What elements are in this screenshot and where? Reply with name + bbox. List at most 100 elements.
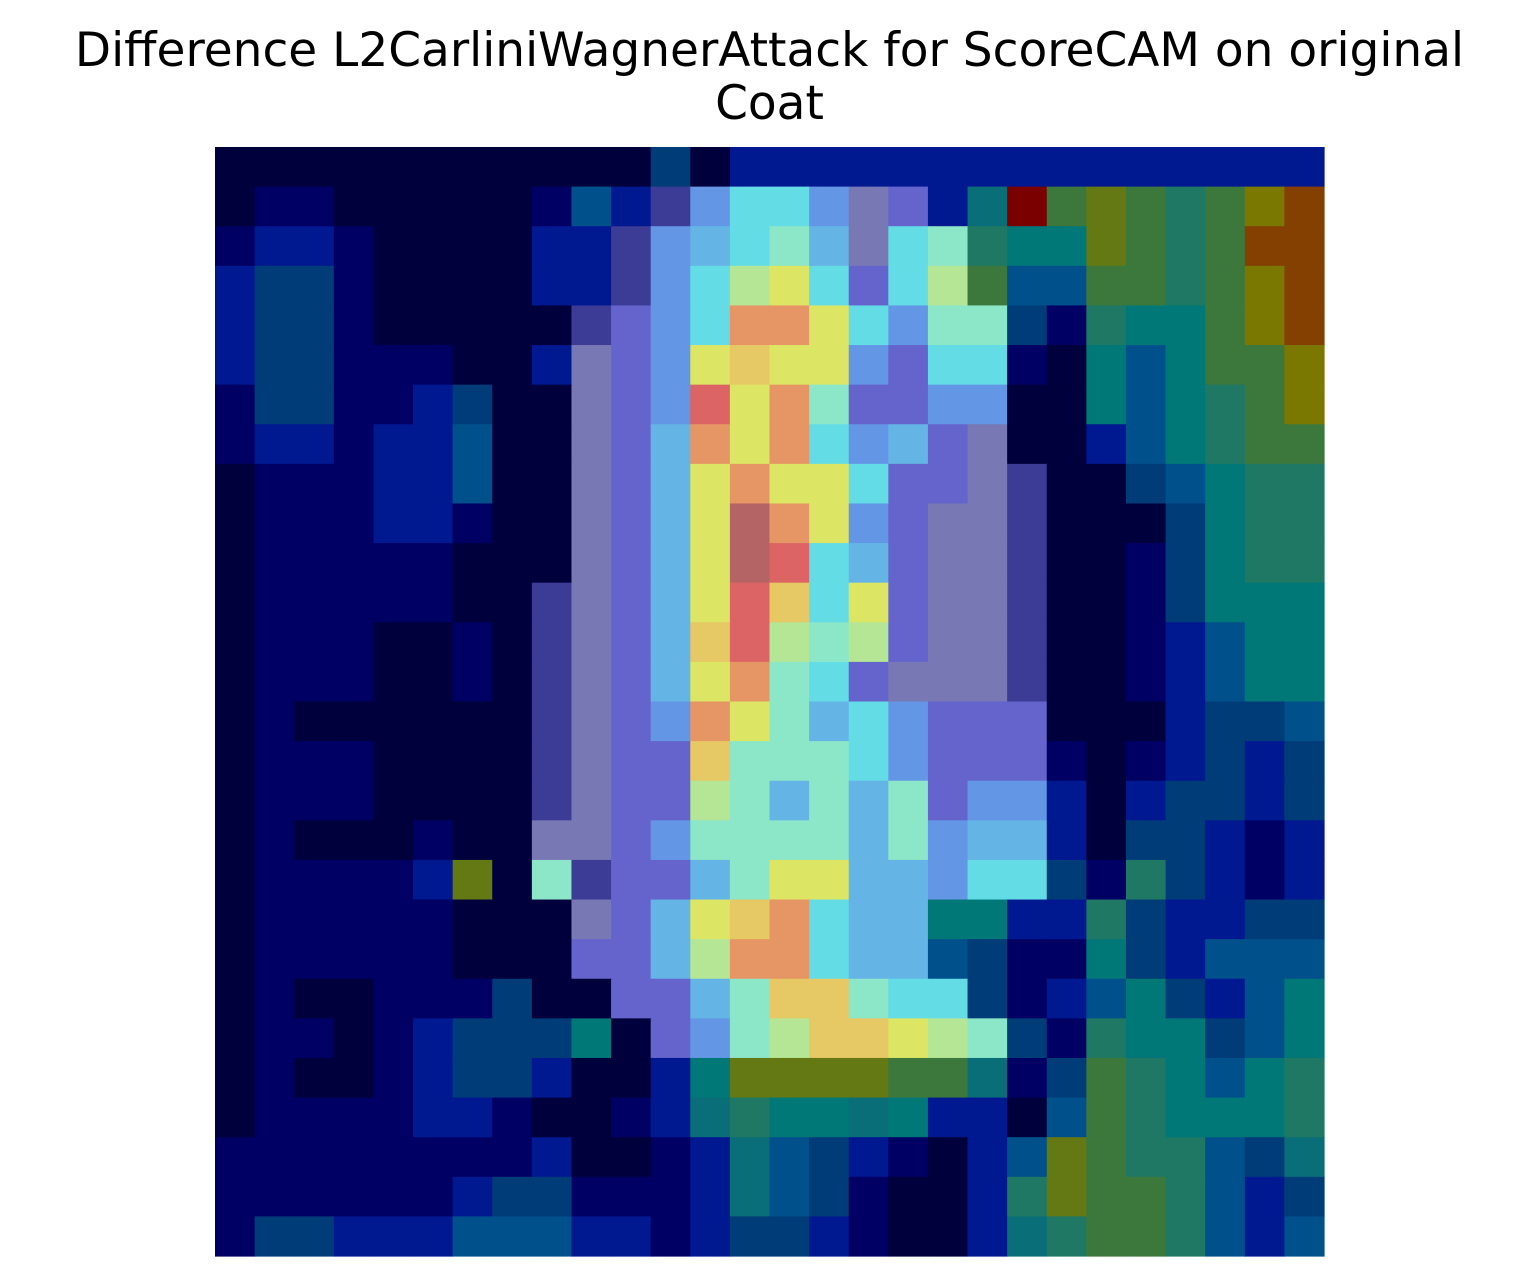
heatmap-cell	[254, 186, 295, 227]
heatmap-cell	[967, 345, 1008, 386]
heatmap-cell	[413, 939, 454, 980]
heatmap-cell	[1205, 1137, 1246, 1178]
heatmap-cell	[769, 622, 810, 663]
heatmap-cell	[571, 1018, 612, 1059]
heatmap-cell	[531, 503, 573, 544]
heatmap-cell	[1244, 345, 1285, 386]
heatmap-cell	[254, 1097, 295, 1138]
heatmap-cell	[1205, 1216, 1246, 1257]
heatmap-cell	[492, 186, 533, 227]
heatmap-cell	[1205, 424, 1246, 465]
heatmap-cell	[1284, 503, 1325, 544]
heatmap-cell	[452, 543, 493, 584]
heatmap-cell	[492, 1137, 533, 1178]
heatmap-cell	[650, 1097, 691, 1138]
heatmap-cell	[967, 1097, 1008, 1138]
heatmap-cell	[809, 463, 850, 505]
heatmap-cell	[1007, 384, 1048, 425]
heatmap-cell	[492, 820, 533, 861]
heatmap-cell	[809, 939, 850, 980]
heatmap-cell	[1284, 1097, 1325, 1138]
heatmap-cell	[769, 820, 810, 861]
heatmap-cell	[1086, 424, 1127, 465]
heatmap-cell	[729, 1176, 771, 1217]
heatmap-cell	[413, 820, 454, 861]
heatmap-cell	[690, 741, 731, 782]
heatmap-cell	[690, 186, 731, 227]
heatmap-cell	[1007, 543, 1048, 584]
heatmap-cell	[413, 463, 454, 505]
heatmap-cell	[848, 1018, 889, 1059]
heatmap-cell	[729, 305, 771, 346]
heatmap-cell	[571, 939, 612, 980]
heatmap-cell	[848, 345, 889, 386]
heatmap-cell	[452, 1057, 493, 1099]
heatmap-cell	[1125, 1018, 1167, 1059]
heatmap-cell	[611, 899, 652, 940]
heatmap-cell	[888, 622, 929, 663]
heatmap-cell	[452, 345, 493, 386]
heatmap-cell	[729, 1057, 771, 1099]
heatmap-cell	[967, 820, 1008, 861]
heatmap-cell	[215, 503, 256, 544]
heatmap-cell	[215, 543, 256, 584]
heatmap-cell	[1125, 186, 1167, 227]
heatmap-cell	[294, 780, 335, 821]
heatmap-cell	[294, 741, 335, 782]
heatmap-cell	[927, 978, 969, 1019]
heatmap-cell	[452, 463, 493, 505]
heatmap-cell	[611, 820, 652, 861]
heatmap-cell	[1284, 899, 1325, 940]
heatmap-cell	[888, 859, 929, 901]
heatmap-cell	[1125, 741, 1167, 782]
heatmap-cell	[452, 741, 493, 782]
heatmap-cell	[373, 978, 414, 1019]
heatmap-cell	[690, 226, 731, 267]
heatmap-cell	[373, 1018, 414, 1059]
heatmap-cell	[571, 859, 612, 901]
heatmap-cell	[294, 899, 335, 940]
heatmap-cell	[492, 384, 533, 425]
heatmap-cell	[1165, 463, 1206, 505]
heatmap-cell	[1125, 582, 1167, 623]
heatmap-cell	[769, 582, 810, 623]
heatmap-cell	[769, 1097, 810, 1138]
heatmap-cell	[254, 899, 295, 940]
heatmap-cell	[492, 265, 533, 307]
heatmap-cell	[1007, 463, 1048, 505]
heatmap-cell	[1125, 463, 1167, 505]
heatmap-cell	[611, 384, 652, 425]
heatmap-cell	[729, 543, 771, 584]
heatmap-cell	[373, 345, 414, 386]
heatmap-cell	[1244, 424, 1285, 465]
heatmap-cell	[927, 503, 969, 544]
heatmap-cell	[1244, 939, 1285, 980]
heatmap-cell	[809, 622, 850, 663]
heatmap-cell	[848, 978, 889, 1019]
heatmap-cell	[769, 384, 810, 425]
heatmap-cell	[1086, 186, 1127, 227]
heatmap-cell	[1284, 978, 1325, 1019]
heatmap-cell	[452, 582, 493, 623]
heatmap-cell	[215, 780, 256, 821]
heatmap-cell	[809, 1216, 850, 1257]
heatmap-cell	[294, 1176, 335, 1217]
heatmap-cell	[690, 1018, 731, 1059]
heatmap-cell	[215, 939, 256, 980]
heatmap-cell	[1125, 859, 1167, 901]
heatmap-cell	[967, 780, 1008, 821]
heatmap-cell	[611, 186, 652, 227]
heatmap-cell	[1086, 1216, 1127, 1257]
heatmap-cell	[1125, 899, 1167, 940]
heatmap-cell	[254, 503, 295, 544]
heatmap-cell	[1284, 939, 1325, 980]
heatmap-cell	[848, 543, 889, 584]
heatmap-cell	[333, 1216, 375, 1257]
heatmap-cell	[729, 265, 771, 307]
heatmap-cell	[650, 741, 691, 782]
heatmap-cell	[333, 424, 375, 465]
heatmap-cell	[967, 1176, 1008, 1217]
heatmap-cell	[611, 226, 652, 267]
heatmap-cell	[729, 899, 771, 940]
heatmap-cell	[888, 226, 929, 267]
